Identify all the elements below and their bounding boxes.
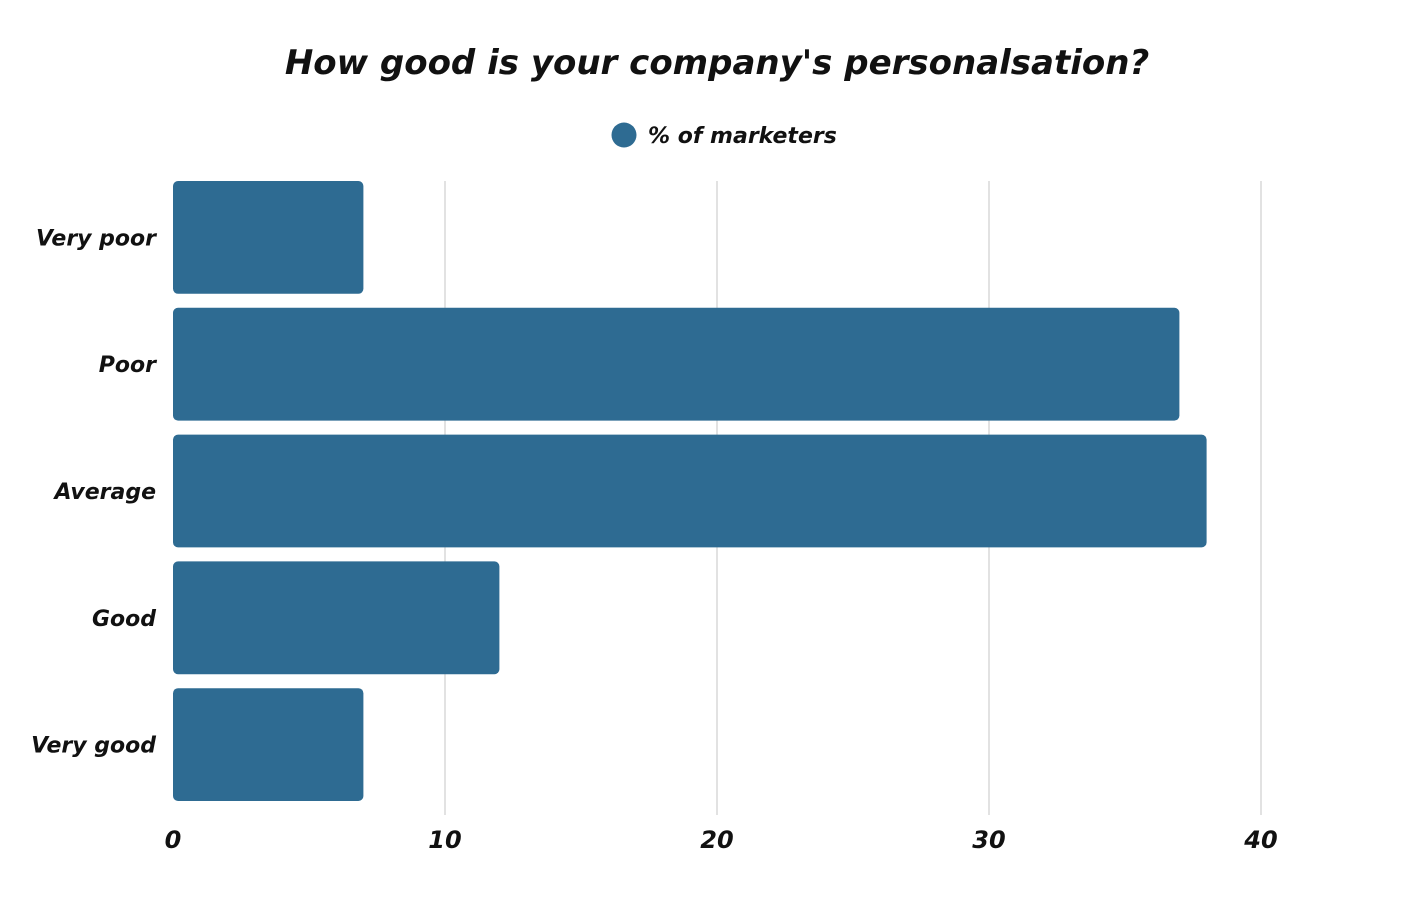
legend: % of marketers [611,122,837,149]
category-label: Very good [31,734,156,759]
bar[interactable] [173,434,1207,548]
x-tick-label: 40 [1243,826,1277,854]
x-axis-ticks: 0 10 20 30 40 [165,826,1278,854]
bar[interactable] [173,561,500,675]
chart-title: How good is your company's personalsatio… [285,43,1149,83]
bars [173,181,1207,801]
legend-label: % of marketers [648,124,837,149]
x-tick-label: 20 [700,826,733,854]
legend-marker [611,122,637,148]
x-tick-label: 30 [972,826,1005,854]
category-label: Very poor [36,226,157,251]
bar[interactable] [173,307,1180,421]
bar[interactable] [173,181,364,294]
category-label: Good [92,607,156,632]
bar[interactable] [173,688,364,801]
category-labels: Very poor Poor Average Good Very good [31,226,157,758]
category-label: Poor [99,353,157,378]
category-label: Average [53,480,157,505]
x-tick-label: 0 [165,826,182,854]
x-tick-label: 10 [428,826,461,854]
